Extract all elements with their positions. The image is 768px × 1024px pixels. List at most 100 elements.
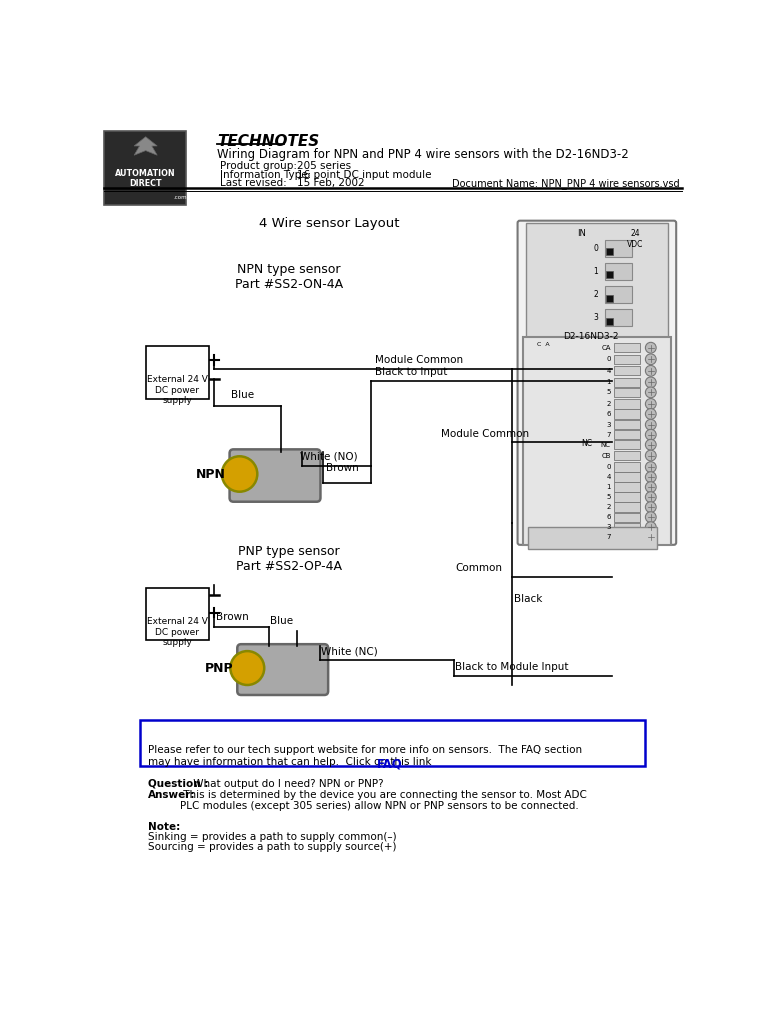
Text: 2: 2 bbox=[607, 401, 611, 407]
Bar bbox=[614, 420, 640, 429]
Text: CB: CB bbox=[601, 453, 611, 459]
Text: .com: .com bbox=[174, 195, 187, 200]
Text: Blue: Blue bbox=[270, 616, 293, 627]
Text: 0: 0 bbox=[594, 244, 598, 253]
Text: 3: 3 bbox=[594, 313, 598, 323]
Text: 1: 1 bbox=[594, 267, 598, 276]
Circle shape bbox=[645, 429, 656, 440]
Text: PNP type sensor
Part #SS2-OP-4A: PNP type sensor Part #SS2-OP-4A bbox=[236, 545, 342, 572]
Circle shape bbox=[645, 409, 656, 420]
Text: Please refer to our tech support website for more info on sensors.  The FAQ sect: Please refer to our tech support website… bbox=[148, 745, 582, 767]
Bar bbox=[104, 131, 187, 205]
Text: Common: Common bbox=[455, 563, 502, 573]
Circle shape bbox=[645, 462, 656, 472]
Bar bbox=[614, 354, 640, 364]
Text: External 24 V
DC power
supply: External 24 V DC power supply bbox=[147, 617, 207, 647]
Text: Document Name: NPN_PNP 4 wire sensors.vsd: Document Name: NPN_PNP 4 wire sensors.vs… bbox=[452, 178, 679, 189]
Text: 5: 5 bbox=[607, 495, 611, 500]
Text: Black to Module Input: Black to Module Input bbox=[455, 662, 568, 672]
Circle shape bbox=[645, 451, 656, 461]
Text: 4 Wire sensor Layout: 4 Wire sensor Layout bbox=[259, 217, 399, 229]
Circle shape bbox=[645, 522, 656, 532]
Text: NPN: NPN bbox=[196, 468, 226, 480]
Circle shape bbox=[645, 342, 656, 353]
Bar bbox=[146, 346, 209, 398]
Bar bbox=[614, 367, 640, 376]
Text: 6: 6 bbox=[606, 411, 611, 417]
Text: Brown: Brown bbox=[216, 612, 249, 622]
Text: 4: 4 bbox=[607, 368, 611, 374]
Bar bbox=[606, 317, 613, 325]
Text: Answer:: Answer: bbox=[148, 790, 196, 800]
Circle shape bbox=[645, 512, 656, 522]
Bar bbox=[606, 249, 613, 255]
Text: Question :: Question : bbox=[148, 779, 208, 788]
Text: 15 Feb, 2002: 15 Feb, 2002 bbox=[296, 178, 364, 188]
Bar bbox=[614, 463, 640, 472]
FancyBboxPatch shape bbox=[518, 220, 676, 545]
Circle shape bbox=[645, 398, 656, 410]
Text: 2: 2 bbox=[607, 504, 611, 510]
Text: 7: 7 bbox=[606, 432, 611, 437]
Text: 1: 1 bbox=[606, 379, 611, 385]
Text: AUTOMATION
DIRECT: AUTOMATION DIRECT bbox=[115, 169, 176, 188]
Text: Black to Input: Black to Input bbox=[375, 367, 448, 377]
Text: Black: Black bbox=[514, 594, 542, 604]
Bar bbox=[141, 720, 644, 766]
Circle shape bbox=[645, 366, 656, 376]
Text: 16 point DC input module: 16 point DC input module bbox=[296, 170, 431, 180]
Text: Brown: Brown bbox=[326, 463, 359, 473]
Bar bbox=[606, 295, 613, 301]
Circle shape bbox=[230, 651, 264, 685]
Bar bbox=[614, 378, 640, 387]
Bar bbox=[146, 588, 209, 640]
Text: 6: 6 bbox=[606, 514, 611, 520]
Text: Module Common: Module Common bbox=[375, 355, 463, 366]
Bar bbox=[604, 240, 631, 257]
Text: IN: IN bbox=[577, 229, 586, 239]
Text: Module Common: Module Common bbox=[441, 429, 528, 438]
Text: 5: 5 bbox=[607, 389, 611, 395]
Bar bbox=[614, 399, 640, 409]
Circle shape bbox=[222, 457, 257, 492]
Circle shape bbox=[645, 481, 656, 493]
Text: 0: 0 bbox=[606, 356, 611, 362]
Bar bbox=[525, 337, 561, 348]
Text: 0: 0 bbox=[606, 464, 611, 470]
FancyBboxPatch shape bbox=[237, 644, 328, 695]
Circle shape bbox=[645, 387, 656, 397]
Text: Last revised:: Last revised: bbox=[220, 178, 286, 188]
Bar bbox=[614, 472, 640, 481]
Text: Product group:: Product group: bbox=[220, 162, 296, 171]
Text: Sourcing = provides a path to supply source(+): Sourcing = provides a path to supply sou… bbox=[148, 842, 396, 852]
Circle shape bbox=[645, 377, 656, 388]
Text: 7: 7 bbox=[606, 535, 611, 540]
Text: Wiring Diagram for NPN and PNP 4 wire sensors with the D2-16ND3-2: Wiring Diagram for NPN and PNP 4 wire se… bbox=[217, 148, 629, 162]
Circle shape bbox=[645, 472, 656, 482]
Bar bbox=[614, 343, 640, 352]
Bar bbox=[614, 482, 640, 492]
Bar bbox=[523, 337, 670, 545]
Bar bbox=[606, 271, 613, 279]
Bar bbox=[614, 522, 640, 531]
Text: 205 series: 205 series bbox=[296, 162, 351, 171]
Circle shape bbox=[645, 439, 656, 451]
Text: NPN type sensor
Part #SS2-ON-4A: NPN type sensor Part #SS2-ON-4A bbox=[235, 263, 343, 291]
Text: 3: 3 bbox=[606, 422, 611, 428]
Bar bbox=[526, 223, 668, 337]
FancyBboxPatch shape bbox=[230, 450, 320, 502]
Text: This is determined by the device you are connecting the sensor to. Most ADC
PLC : This is determined by the device you are… bbox=[180, 790, 588, 811]
Bar bbox=[528, 527, 657, 549]
Bar bbox=[614, 532, 640, 542]
Bar bbox=[614, 430, 640, 439]
Bar bbox=[614, 410, 640, 419]
Text: White (NO): White (NO) bbox=[300, 452, 357, 462]
Bar bbox=[604, 263, 631, 280]
Text: Note:: Note: bbox=[148, 822, 180, 833]
Circle shape bbox=[645, 492, 656, 503]
Text: 2: 2 bbox=[594, 290, 598, 299]
Text: PNP: PNP bbox=[205, 662, 233, 675]
Circle shape bbox=[645, 502, 656, 512]
Text: CA: CA bbox=[601, 345, 611, 350]
Text: TECHNOTES: TECHNOTES bbox=[217, 134, 319, 148]
